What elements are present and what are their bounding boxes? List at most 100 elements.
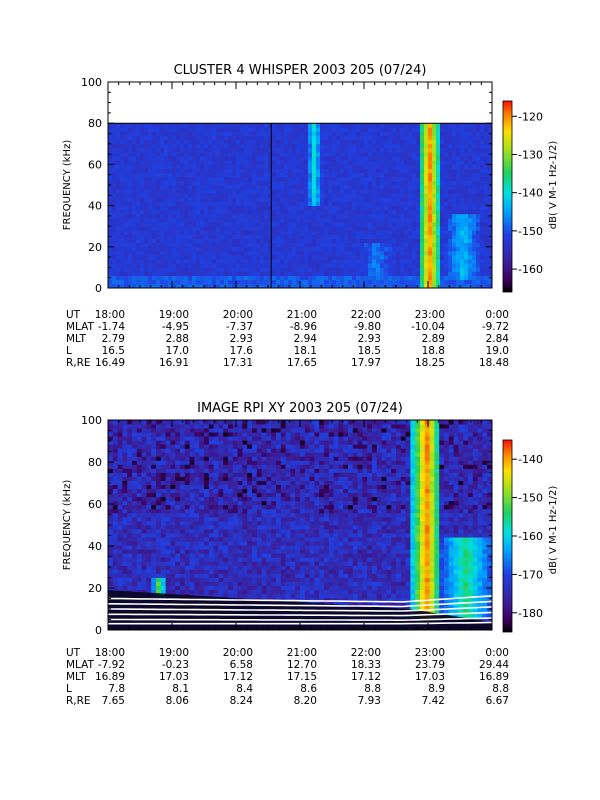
heatmap-cell [476, 234, 481, 239]
heatmap-cell [328, 197, 333, 202]
heatmap-cell [432, 222, 437, 227]
heatmap-cell [160, 480, 166, 486]
heatmap-cell [156, 193, 161, 198]
heatmap-cell [328, 263, 333, 268]
heatmap-cell [320, 205, 325, 211]
heatmap-cell [160, 267, 165, 272]
heatmap-cell [252, 131, 257, 136]
heatmap-cell [488, 226, 493, 231]
heatmap-cell [476, 185, 481, 190]
heatmap-cell [272, 152, 277, 157]
heatmap-cell [172, 127, 177, 132]
heatmap-cell [232, 139, 237, 145]
heatmap-cell [304, 242, 309, 248]
heatmap-cell [132, 131, 137, 136]
heatmap-cell [324, 217, 329, 223]
heatmap-cell [194, 529, 200, 534]
heatmap-cell [112, 197, 117, 202]
heatmap-cell [320, 226, 325, 231]
heatmap-cell [412, 156, 417, 161]
heatmap-cell [308, 250, 313, 256]
heatmap-cell [392, 259, 397, 264]
heatmap-cell [236, 213, 241, 219]
heatmap-cell [372, 143, 377, 149]
heatmap-cell [132, 143, 137, 149]
heatmap-cell [232, 185, 237, 190]
heatmap-cell [252, 160, 257, 165]
heatmap-cell [300, 156, 305, 161]
heatmap-cell [108, 577, 114, 582]
heatmap-cell [122, 516, 128, 522]
heatmap-cell [280, 147, 285, 153]
heatmap-cell [376, 242, 381, 248]
heatmap-cell [384, 279, 389, 285]
heatmap-cell [240, 238, 245, 244]
heatmap-cell [464, 180, 469, 186]
heatmap-cell [292, 197, 297, 202]
heatmap-cell [172, 267, 177, 272]
heatmap-cell [196, 135, 201, 141]
heatmap-cell [304, 131, 309, 136]
heatmap-cell [122, 577, 128, 582]
heatmap-cell [260, 139, 265, 145]
heatmap-cell [117, 496, 123, 502]
heatmap-cell [112, 428, 118, 433]
heatmap-cell [316, 197, 321, 202]
heatmap-cell [464, 172, 469, 178]
heatmap-cell [332, 226, 337, 231]
heatmap-cell [108, 460, 114, 465]
heatmap-cell [252, 147, 257, 153]
heatmap-cell [452, 213, 457, 219]
heatmap-cell [464, 226, 469, 231]
heatmap-cell [108, 197, 113, 202]
heatmap-cell [175, 557, 181, 562]
heatmap-cell [284, 185, 289, 190]
heatmap-cell [140, 160, 145, 165]
heatmap-cell [476, 168, 481, 174]
heatmap-cell [484, 180, 489, 186]
heatmap-cell [164, 242, 169, 248]
heatmap-cell [468, 263, 473, 268]
heatmap-cell [117, 557, 123, 562]
heatmap-cell [180, 180, 185, 186]
heatmap-cell [484, 172, 489, 178]
heatmap-cell [122, 553, 128, 558]
heatmap-cell [324, 259, 329, 264]
heatmap-cell [268, 143, 273, 149]
heatmap-cell [132, 156, 137, 161]
heatmap-cell [112, 172, 117, 178]
heatmap-cell [468, 156, 473, 161]
heatmap-cell [236, 123, 241, 128]
heatmap-cell [196, 275, 201, 281]
heatmap-cell [152, 267, 157, 272]
heatmap-cell [372, 230, 377, 235]
heatmap-cell [380, 180, 385, 186]
heatmap-cell [424, 172, 429, 178]
heatmap-cell [192, 263, 197, 268]
heatmap-cell [268, 180, 273, 186]
heatmap-cell [160, 242, 165, 248]
heatmap-cell [428, 180, 433, 186]
heatmap-cell [380, 205, 385, 211]
heatmap-cell [196, 168, 201, 174]
heatmap-cell [116, 135, 121, 141]
heatmap-cell [156, 553, 162, 558]
heatmap-cell [296, 259, 301, 264]
heatmap-cell [240, 143, 245, 149]
heatmap-cell [276, 164, 281, 169]
heatmap-cell [192, 164, 197, 169]
heatmap-cell [460, 242, 465, 248]
heatmap-cell [436, 238, 441, 244]
heatmap-cell [232, 226, 237, 231]
heatmap-cell [141, 440, 147, 445]
heatmap-cell [148, 123, 153, 128]
heatmap-cell [428, 230, 433, 235]
heatmap-cell [280, 193, 285, 198]
heatmap-cell [184, 480, 190, 486]
heatmap-cell [292, 139, 297, 145]
heatmap-cell [260, 131, 265, 136]
heatmap-cell [128, 131, 133, 136]
heatmap-cell [280, 156, 285, 161]
heatmap-cell [272, 250, 277, 256]
heatmap-cell [420, 189, 425, 194]
